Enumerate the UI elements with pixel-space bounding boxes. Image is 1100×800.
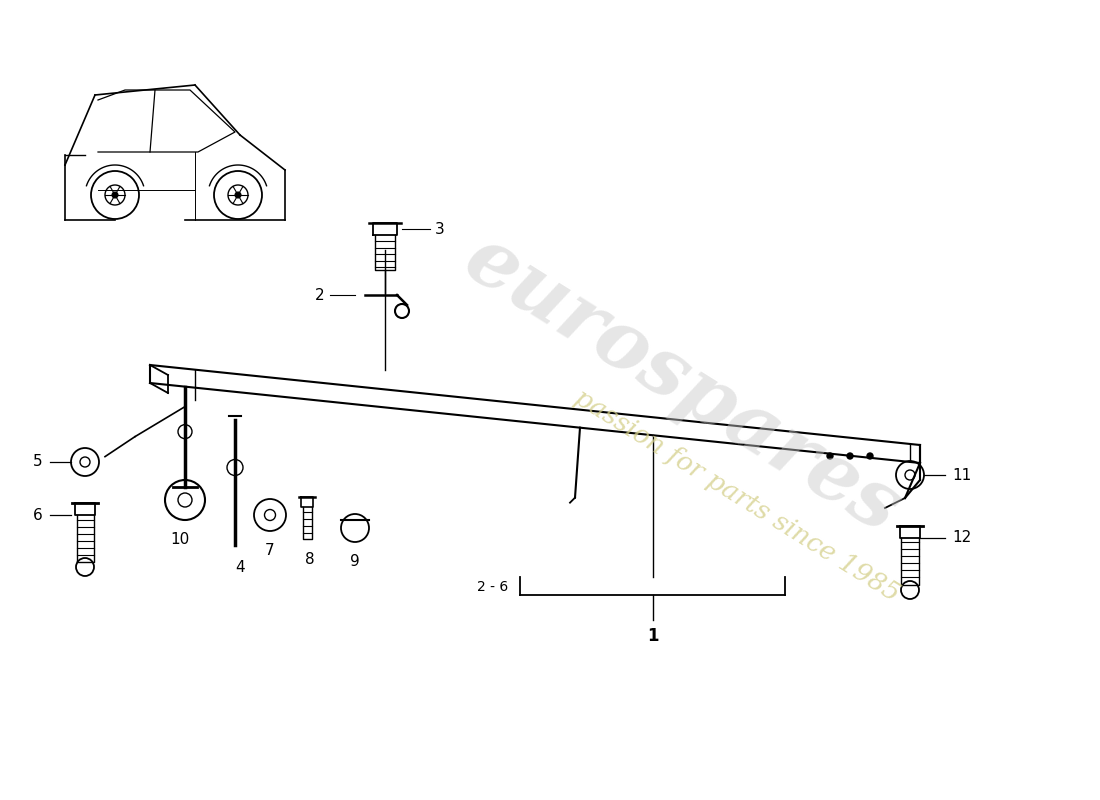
Text: 3: 3 — [434, 222, 444, 237]
Text: 9: 9 — [350, 554, 360, 569]
Circle shape — [847, 453, 852, 459]
Text: 2 - 6: 2 - 6 — [476, 580, 508, 594]
Text: 10: 10 — [170, 532, 189, 547]
Text: 5: 5 — [33, 454, 43, 470]
Text: 12: 12 — [952, 530, 971, 546]
Text: 4: 4 — [235, 560, 245, 575]
Text: 8: 8 — [305, 552, 315, 567]
Circle shape — [112, 192, 118, 198]
Circle shape — [827, 453, 833, 459]
Circle shape — [867, 453, 873, 459]
Text: eurospares: eurospares — [450, 219, 914, 549]
Text: 2: 2 — [316, 287, 324, 302]
Text: 7: 7 — [265, 543, 275, 558]
Text: passion for parts since 1985: passion for parts since 1985 — [570, 385, 904, 607]
Text: 6: 6 — [33, 507, 43, 522]
Text: 11: 11 — [952, 467, 971, 482]
Circle shape — [235, 192, 241, 198]
Text: 1: 1 — [647, 627, 658, 645]
